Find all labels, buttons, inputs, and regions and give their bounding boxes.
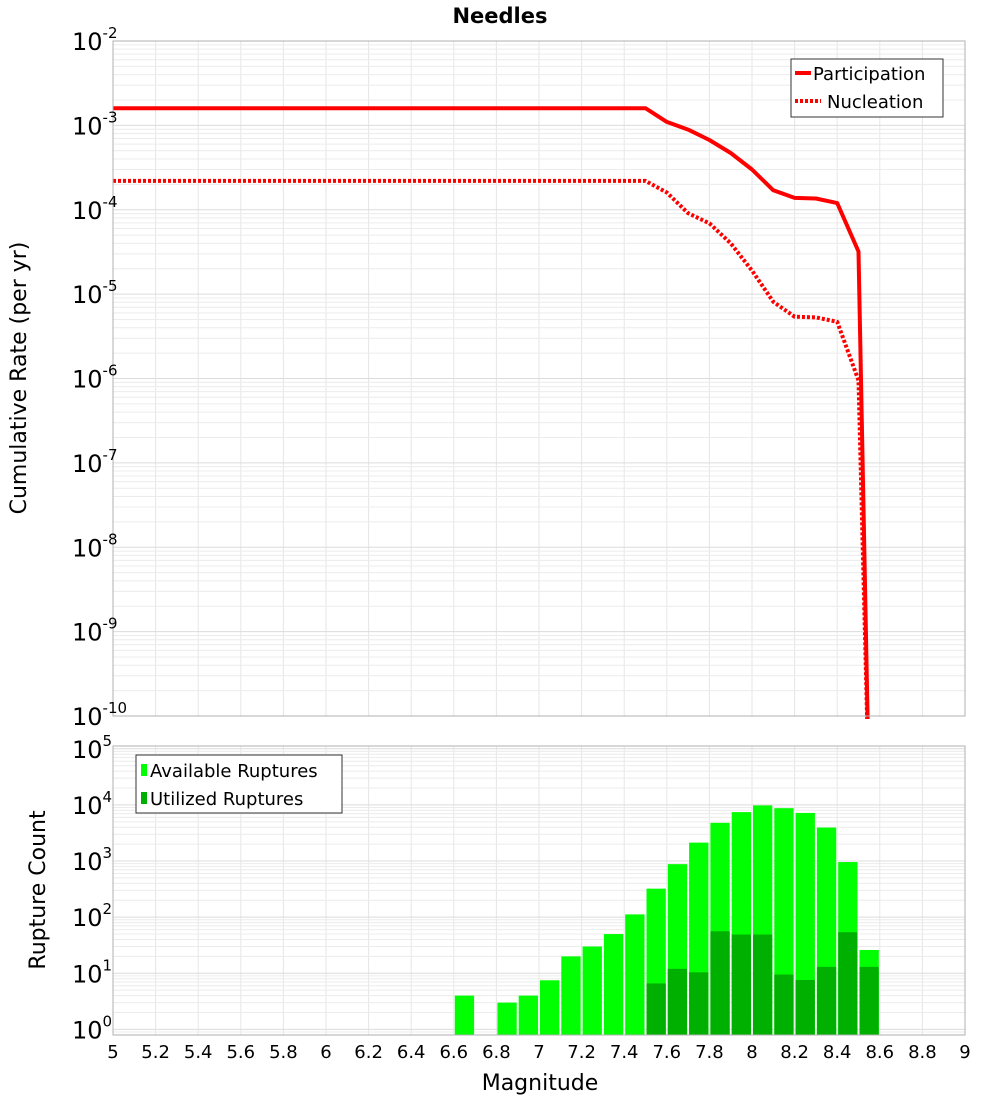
x-tick-label: 8.4 (823, 1042, 852, 1063)
y-tick-label: 10-5 (72, 277, 118, 309)
utilized-rupture-bar (859, 966, 879, 1035)
y-tick-label: 105 (72, 732, 112, 764)
x-tick-label: 5.8 (269, 1042, 298, 1063)
y-tick-label: 101 (72, 956, 112, 988)
x-tick-label: 8.2 (780, 1042, 809, 1063)
utilized-rupture-bar (646, 983, 666, 1035)
available-rupture-bar (497, 1002, 517, 1035)
legend-utilized-swatch (141, 792, 147, 804)
legend-available-label: Available Ruptures (150, 761, 318, 782)
y-tick-label: 104 (72, 788, 112, 820)
available-rupture-bar (518, 995, 538, 1035)
y-tick-label: 10-7 (72, 446, 118, 478)
available-rupture-bar (582, 946, 602, 1035)
utilized-rupture-bar (795, 979, 815, 1035)
x-axis-label: Magnitude (482, 1071, 599, 1096)
y-tick-label: 100 (72, 1012, 112, 1044)
x-tick-label: 7.6 (652, 1042, 681, 1063)
x-tick-label: 6.6 (439, 1042, 468, 1063)
nucleation-line (113, 178, 870, 719)
x-tick-label: 8.8 (908, 1042, 937, 1063)
bottom-legend: Available Ruptures Utilized Ruptures (135, 754, 343, 814)
utilized-rupture-bar (689, 972, 709, 1035)
available-rupture-bar (603, 934, 624, 1035)
y-tick-label: 10-6 (72, 362, 118, 394)
bottom-y-axis-label: Rupture Count (26, 810, 51, 970)
top-plot-frame (112, 40, 966, 717)
y-tick-label: 10-4 (72, 193, 118, 225)
x-tick-label: 8.6 (865, 1042, 894, 1063)
x-tick-label: 5.2 (141, 1042, 170, 1063)
available-rupture-bar (454, 995, 475, 1035)
utilized-rupture-bar (774, 974, 794, 1035)
available-rupture-bar (625, 914, 645, 1035)
y-tick-label: 102 (72, 900, 112, 932)
top-y-ticks: 10-2 10-3 10-4 10-5 10-6 10-7 10-8 10-9 10-10 (72, 24, 127, 731)
legend-available-swatch (141, 764, 147, 776)
available-rupture-bar (795, 812, 815, 1035)
x-tick-label: 7.2 (567, 1042, 596, 1063)
y-tick-label: 10-9 (72, 615, 118, 647)
x-tick-label: 8 (746, 1042, 757, 1063)
available-rupture-bar (540, 980, 560, 1035)
utilized-rupture-bar (731, 934, 751, 1035)
x-tick-label: 6.8 (482, 1042, 511, 1063)
x-tick-label: 5.6 (226, 1042, 255, 1063)
x-tick-label: 7.8 (695, 1042, 724, 1063)
utilized-rupture-bar (816, 966, 837, 1035)
bottom-y-ticks: 100 101 102 103 104 105 (72, 732, 112, 1045)
utilized-rupture-bar (838, 932, 858, 1035)
x-ticks: 5 5.2 5.4 5.6 5.8 6 6.2 6.4 6.6 6.8 7 7.2 7.4 7.6 7.8 8… (107, 1042, 970, 1063)
legend-nucleation-label: Nucleation (827, 92, 923, 113)
bottom-plot-frame (112, 745, 966, 1036)
utilized-rupture-bar (667, 968, 688, 1035)
x-tick-label: 5 (107, 1042, 118, 1063)
x-tick-label: 6.4 (397, 1042, 426, 1063)
x-tick-label: 6.2 (354, 1042, 383, 1063)
x-tick-label: 9 (959, 1042, 970, 1063)
legend-utilized-label: Utilized Ruptures (150, 789, 303, 810)
chart-title: Needles (452, 4, 547, 28)
y-tick-label: 10-3 (72, 108, 118, 140)
top-lines (113, 106, 870, 719)
y-tick-label: 10-8 (72, 530, 118, 562)
x-tick-label: 7.4 (610, 1042, 639, 1063)
utilized-rupture-bar (710, 931, 730, 1035)
legend-participation-label: Participation (813, 64, 925, 85)
top-y-axis-label: Cumulative Rate (per yr) (7, 242, 32, 515)
y-tick-label: 10-2 (72, 24, 118, 56)
utilized-rupture-bar (753, 934, 773, 1035)
x-tick-label: 6 (320, 1042, 331, 1063)
participation-line (113, 106, 870, 719)
y-tick-label: 10-10 (72, 699, 127, 731)
bottom-bars (454, 805, 879, 1035)
x-tick-label: 5.4 (184, 1042, 213, 1063)
top-grid (112, 40, 966, 717)
top-legend: Participation Nucleation (790, 58, 944, 118)
x-tick-label: 7 (533, 1042, 544, 1063)
available-rupture-bar (561, 956, 581, 1035)
y-tick-label: 103 (72, 844, 112, 876)
